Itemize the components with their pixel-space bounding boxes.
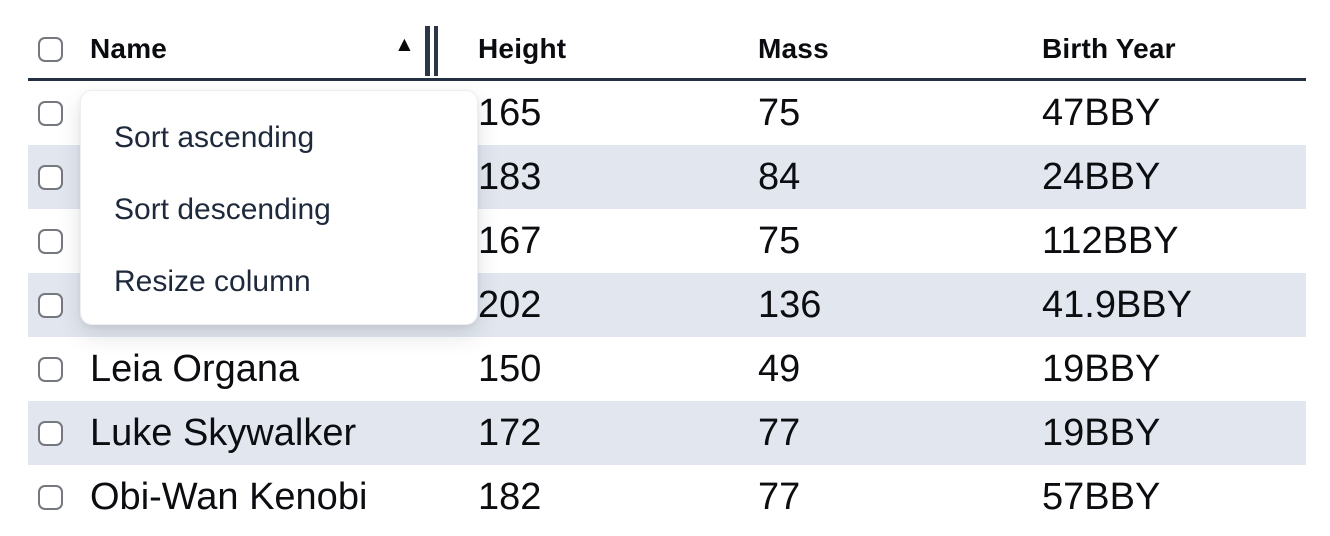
row-checkbox[interactable] [38,228,63,254]
cell-height: 167 [478,219,542,262]
cell-birth-year: 19BBY [1042,411,1161,454]
cell-height: 172 [478,411,542,454]
table-container: Name Height Mass Birth Year ▲ 165 75 47B… [0,20,1330,511]
sort-ascending-icon: ▲ [394,33,415,56]
header-checkbox-cell [28,36,90,62]
column-header-birth-year[interactable]: Birth Year [1042,33,1176,64]
column-header-mass[interactable]: Mass [758,33,829,64]
table-row[interactable]: 202 136 41.9BBY [28,273,1306,337]
cell-height: 202 [478,283,542,326]
column-resize-handle-icon[interactable] [425,26,438,76]
row-checkbox[interactable] [38,100,63,126]
row-checkbox[interactable] [38,420,63,446]
cell-mass: 75 [758,91,801,134]
row-checkbox[interactable] [38,292,63,318]
menu-item-resize-column[interactable]: Resize column [114,265,311,298]
cell-height: 183 [478,155,542,198]
table-row[interactable]: 167 75 112BBY [28,209,1306,273]
resize-bar [425,26,430,76]
select-all-checkbox[interactable] [38,36,63,62]
cell-birth-year: 19BBY [1042,347,1161,390]
cell-name: Leia Organa [90,347,300,390]
table-header-row: Name Height Mass Birth Year ▲ [28,20,1306,81]
cell-mass: 136 [758,283,822,326]
cell-name: Luke Skywalker [90,411,357,454]
row-checkbox[interactable] [38,164,63,190]
menu-item-sort-descending[interactable]: Sort descending [114,193,331,226]
cell-height: 150 [478,347,542,390]
cell-birth-year: 24BBY [1042,155,1161,198]
cell-height: 182 [478,475,542,512]
cell-height: 165 [478,91,542,134]
cell-name: Obi-Wan Kenobi [90,475,368,512]
table-row[interactable]: Obi-Wan Kenobi 182 77 57BBY [28,465,1306,511]
cell-mass: 49 [758,347,801,390]
table-row[interactable]: Luke Skywalker 172 77 19BBY [28,401,1306,465]
menu-item-sort-ascending[interactable]: Sort ascending [114,121,315,154]
table-body: 165 75 47BBY 183 84 24BBY 167 75 112BBY [0,81,1330,511]
table-row[interactable]: Leia Organa 150 49 19BBY [28,337,1306,401]
cell-birth-year: 47BBY [1042,91,1161,134]
column-context-menu: Sort ascending Sort descending Resize co… [80,90,478,325]
column-header-height[interactable]: Height [478,33,567,64]
row-checkbox[interactable] [38,356,63,382]
cell-mass: 84 [758,155,801,198]
cell-birth-year: 57BBY [1042,475,1161,512]
column-header-name[interactable]: Name [90,33,168,64]
cell-birth-year: 41.9BBY [1042,283,1192,326]
cell-birth-year: 112BBY [1042,219,1179,262]
cell-mass: 77 [758,411,801,454]
table-row[interactable]: 165 75 47BBY [28,81,1306,145]
row-checkbox[interactable] [38,484,63,510]
resize-bar [433,26,438,76]
cell-mass: 75 [758,219,801,262]
cell-mass: 77 [758,475,801,512]
